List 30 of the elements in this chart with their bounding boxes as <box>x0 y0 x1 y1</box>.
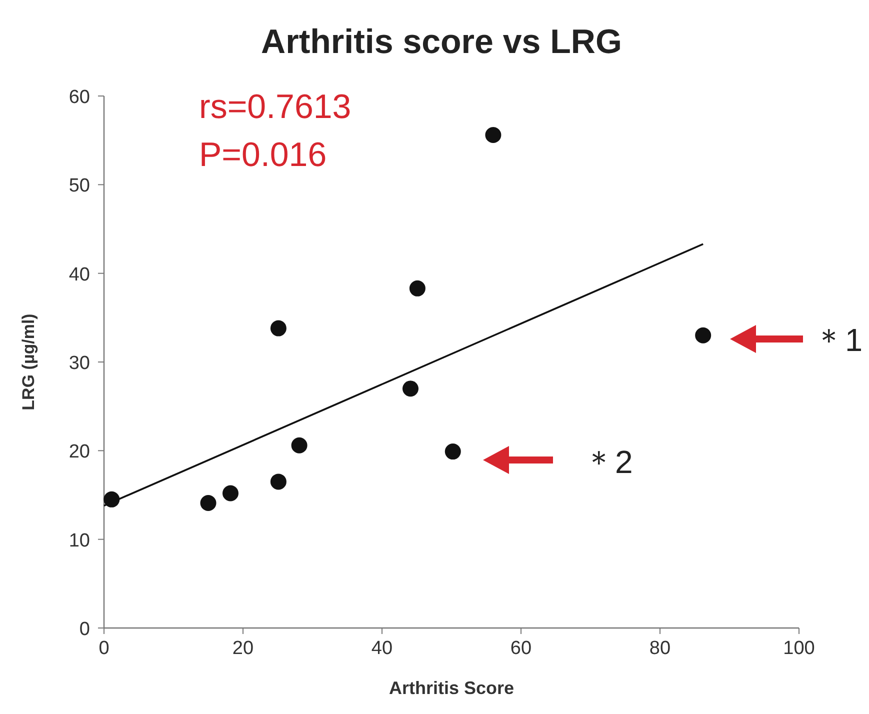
x-tick-label: 100 <box>783 638 815 659</box>
y-tick-label: 40 <box>68 264 90 286</box>
point <box>402 380 418 397</box>
text: ＊1 <box>813 322 863 358</box>
y-axis-title: LRG (µg/ml) <box>19 314 38 410</box>
point <box>291 437 308 454</box>
y-tick-label: 20 <box>68 442 90 463</box>
y-tick-label: 0 <box>79 619 90 640</box>
x-tick-label: 60 <box>510 638 532 659</box>
x-tick-label: 80 <box>649 638 671 659</box>
point <box>270 320 286 336</box>
annotation: P=0.016 <box>199 136 327 174</box>
y-tick-label: 50 <box>68 176 90 197</box>
point <box>270 474 286 490</box>
point <box>485 127 502 144</box>
x-axis-title: Arthritis Score <box>388 678 514 698</box>
point <box>409 280 426 296</box>
x-tick-label: 0 <box>98 638 110 659</box>
chart-title: Arthritis score vs LRG <box>261 23 622 61</box>
y-tick-label: 30 <box>68 353 90 374</box>
point <box>200 494 216 511</box>
point <box>444 444 461 460</box>
point <box>222 485 238 502</box>
annotation: ＊2 <box>583 444 633 480</box>
y-tick-label: 60 <box>68 87 90 108</box>
annotation: rs=0.7613 <box>199 88 352 126</box>
x-tick-label: 20 <box>232 638 254 659</box>
point <box>695 327 712 344</box>
y-tick-label: 10 <box>68 530 90 552</box>
x-tick-label: 40 <box>371 638 393 659</box>
